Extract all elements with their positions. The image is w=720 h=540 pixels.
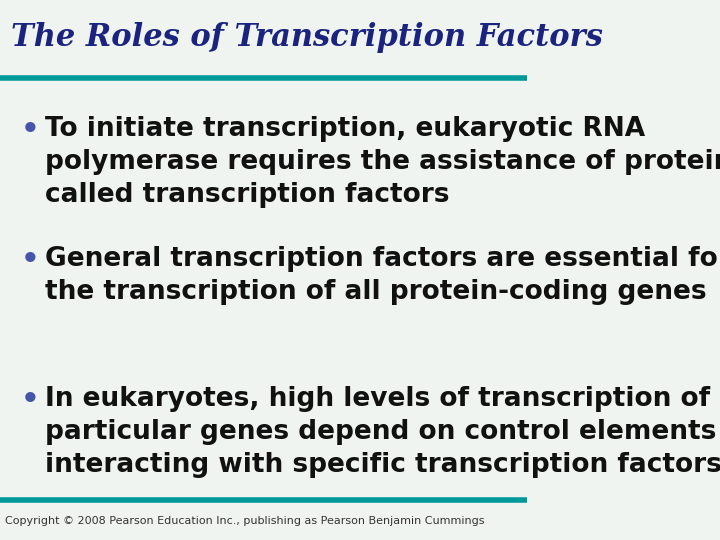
Text: General transcription factors are essential for
the transcription of all protein: General transcription factors are essent…	[45, 246, 720, 305]
Text: The Roles of Transcription Factors: The Roles of Transcription Factors	[11, 22, 603, 52]
Text: •: •	[21, 116, 40, 144]
Text: •: •	[21, 246, 40, 274]
Text: •: •	[21, 386, 40, 414]
Text: To initiate transcription, eukaryotic RNA
polymerase requires the assistance of : To initiate transcription, eukaryotic RN…	[45, 116, 720, 208]
Text: In eukaryotes, high levels of transcription of
particular genes depend on contro: In eukaryotes, high levels of transcript…	[45, 386, 720, 478]
Text: Copyright © 2008 Pearson Education Inc., publishing as Pearson Benjamin Cummings: Copyright © 2008 Pearson Education Inc.,…	[5, 516, 485, 526]
